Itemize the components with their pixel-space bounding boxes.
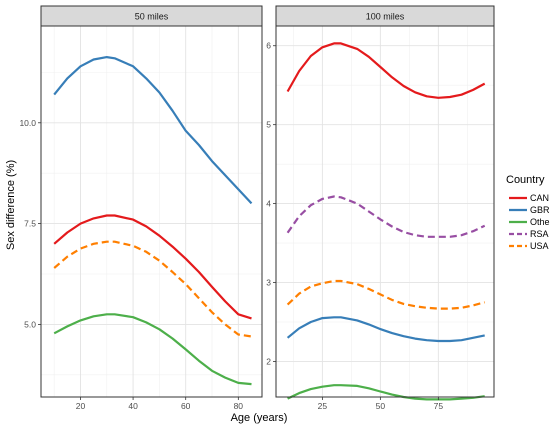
legend-label-gbr: GBR <box>530 205 550 215</box>
x-tick-label: 75 <box>434 401 444 411</box>
panel-border <box>275 25 495 398</box>
series-line-usa <box>53 240 252 338</box>
legend-label-usa: USA <box>530 241 549 251</box>
series-line-other <box>53 313 252 386</box>
y-tick-label: 2 <box>266 356 271 366</box>
series-line-can <box>53 214 252 320</box>
x-axis-title: Age (years) <box>231 412 288 424</box>
y-tick-label: 10.0 <box>19 118 36 128</box>
y-tick-label: 5.0 <box>24 319 36 329</box>
series-line-other <box>287 384 485 401</box>
x-tick-label: 80 <box>234 401 244 411</box>
y-axis-title: Sex difference (%) <box>5 160 17 250</box>
x-tick-label: 60 <box>181 401 191 411</box>
legend-label-rsa: RSA <box>530 229 549 239</box>
panel-border <box>40 25 263 398</box>
y-tick-label: 5 <box>266 120 271 130</box>
x-tick-label: 50 <box>376 401 386 411</box>
panel-strip-label: 50 miles <box>135 12 169 22</box>
series-line-gbr <box>286 316 485 343</box>
y-tick-label: 6 <box>266 41 271 51</box>
series-line-gbr <box>53 56 253 205</box>
x-tick-label: 25 <box>318 401 328 411</box>
legend: Country CAN GBR Other RSA USA <box>506 174 550 251</box>
x-tick-label: 40 <box>128 401 138 411</box>
series-line-usa <box>286 279 485 310</box>
legend-title: Country <box>506 174 545 186</box>
legend-label-other: Other <box>530 217 550 227</box>
series-line-rsa <box>286 195 486 238</box>
panel-2: 100 miles 25 50 75 2 3 4 5 6 <box>266 5 495 411</box>
panel-1: 50 miles 20 40 60 80 5.0 7.5 10.0 <box>19 5 263 411</box>
legend-label-can: CAN <box>530 193 549 203</box>
y-tick-label: 3 <box>266 278 271 288</box>
x-tick-label: 20 <box>76 401 86 411</box>
panel-strip-label: 100 miles <box>366 12 405 22</box>
y-tick-label: 4 <box>266 199 271 209</box>
y-tick-label: 7.5 <box>24 219 36 229</box>
series-line-can <box>286 42 486 99</box>
